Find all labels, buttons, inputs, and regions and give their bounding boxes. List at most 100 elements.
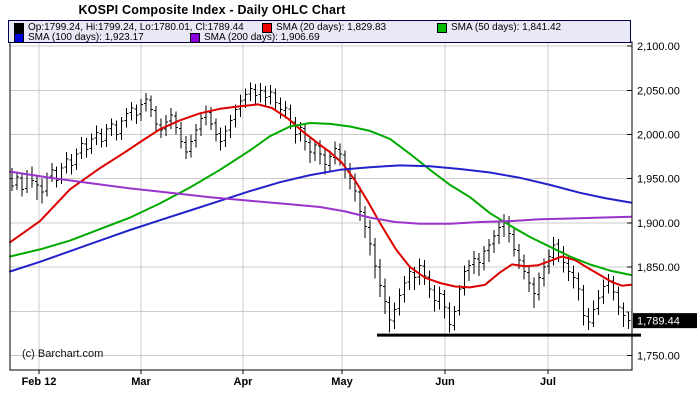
ohlc-bar — [64, 152, 69, 174]
ohlc-bar — [94, 125, 99, 146]
legend-item-sma20: SMA (20 days): 1,829.83 — [262, 23, 386, 33]
ohlc-bar — [89, 133, 94, 154]
legend-item-sma100: SMA (100 days): 1,923.17 — [14, 33, 144, 43]
legend-label-sma200: SMA (200 days): 1,906.69 — [204, 32, 320, 43]
ohlc-bar — [531, 277, 536, 308]
y-axis-tick-label: 1,850.00 — [637, 262, 680, 274]
ohlc-bar — [74, 148, 79, 170]
ohlc-bar — [372, 237, 377, 279]
ohlc-bar — [611, 275, 616, 301]
sma-line-3 — [9, 164, 632, 273]
page-title: KOSPI Composite Index - Daily OHLC Chart — [78, 3, 346, 17]
ohlc-bar — [134, 104, 139, 124]
ohlc-bar — [526, 267, 531, 292]
ohlc-bar — [183, 136, 188, 160]
legend-item-sma200: SMA (200 days): 1,906.69 — [190, 33, 320, 43]
ohlc-bar — [258, 83, 263, 103]
ohlc-bar — [223, 125, 228, 147]
ohlc-bar — [427, 270, 432, 299]
ohlc-bar — [149, 95, 154, 117]
ohlc-bar — [621, 302, 626, 328]
ohlc-bar — [586, 307, 591, 330]
ohlc-bar — [29, 166, 34, 188]
ohlc-bar — [273, 88, 278, 112]
ohlc-bar — [397, 288, 402, 316]
ohlc-bar — [482, 245, 487, 271]
ohlc-bar — [551, 237, 556, 266]
ohlc-bar — [119, 116, 124, 140]
ohlc-bar — [462, 265, 467, 296]
ohlc-bar — [417, 258, 422, 285]
ohlc-bar — [452, 305, 457, 331]
y-axis-tick-label: 2,000.00 — [637, 129, 680, 141]
ohlc-bar — [228, 115, 233, 139]
ohlc-bar — [492, 229, 497, 253]
x-axis-tick-label: Apr — [234, 376, 254, 388]
sma-line-1 — [9, 103, 632, 289]
sma-line-2 — [9, 122, 632, 276]
ohlc-bar — [178, 122, 183, 149]
ohlc-swatch-icon — [14, 23, 24, 33]
sma-line-4 — [9, 170, 632, 225]
ohlc-bar — [377, 259, 382, 298]
ohlc-bar — [114, 120, 119, 141]
y-axis-tick-label: 2,100.00 — [637, 41, 680, 53]
ohlc-bar — [278, 97, 283, 119]
ohlc-bar — [387, 296, 392, 333]
sma50-swatch-icon — [437, 23, 447, 33]
ohlc-bar — [104, 123, 109, 147]
ohlc-bar — [437, 286, 442, 310]
ohlc-bar — [442, 290, 447, 319]
ohlc-bar — [536, 272, 541, 301]
ohlc-bar — [14, 171, 19, 191]
x-axis-tick-label: Jun — [435, 376, 455, 388]
ohlc-bar — [502, 214, 507, 238]
ohlc-bar — [472, 251, 477, 275]
ohlc-bar — [283, 100, 288, 119]
ohlc-bar — [263, 85, 268, 107]
ohlc-bar — [203, 105, 208, 126]
legend-item-sma50: SMA (50 days): 1,841.42 — [437, 23, 561, 33]
ohlc-bar — [129, 101, 134, 121]
sma20-swatch-icon — [262, 23, 272, 33]
legend-item-ohlc: Op:1799.24, Hi:1799.24, Lo:1780.01, Cl:1… — [14, 23, 244, 33]
y-axis-tick-label: 2,050.00 — [637, 85, 680, 97]
ohlc-bar — [248, 82, 253, 101]
ohlc-bar — [507, 215, 511, 243]
y-axis-tick-label: 1,750.00 — [637, 351, 680, 363]
ohlc-bar — [571, 265, 576, 289]
ohlc-bar — [313, 139, 318, 161]
ohlc-bar — [566, 256, 571, 282]
sma200-swatch-icon — [190, 33, 200, 43]
ohlc-bar — [109, 118, 114, 137]
ohlc-bar — [323, 148, 328, 175]
ohlc-bar — [362, 206, 367, 238]
ohlc-bar — [188, 134, 193, 158]
ohlc-bar — [169, 107, 174, 130]
ohlc-bar — [308, 138, 313, 163]
legend-label-sma50: SMA (50 days): 1,841.42 — [451, 22, 562, 33]
sma100-swatch-icon — [14, 33, 24, 43]
legend-label-sma100: SMA (100 days): 1,923.17 — [28, 32, 144, 43]
ohlc-bar — [447, 302, 452, 333]
ohlc-bar — [139, 99, 144, 122]
ohlc-bar — [69, 153, 74, 175]
ohlc-bar — [54, 166, 59, 188]
ohlc-bar — [49, 162, 54, 183]
ohlc-bar — [19, 174, 24, 197]
ohlc-bar — [606, 274, 611, 294]
ohlc-bar — [124, 107, 129, 128]
y-axis-tick-label: 1,950.00 — [637, 174, 680, 186]
ohlc-bar — [432, 284, 437, 312]
ohlc-bar — [144, 92, 149, 112]
x-axis-tick-label: Jul — [540, 376, 556, 388]
ohlc-bar — [487, 238, 492, 262]
ohlc-bar — [268, 84, 273, 105]
ohlc-bar — [616, 286, 621, 315]
ohlc-bar — [253, 84, 258, 105]
ohlc-bar — [233, 104, 238, 128]
ohlc-bar — [99, 128, 104, 148]
ohlc-bar — [198, 113, 203, 137]
last-price-label: 1,789.44 — [637, 316, 680, 328]
